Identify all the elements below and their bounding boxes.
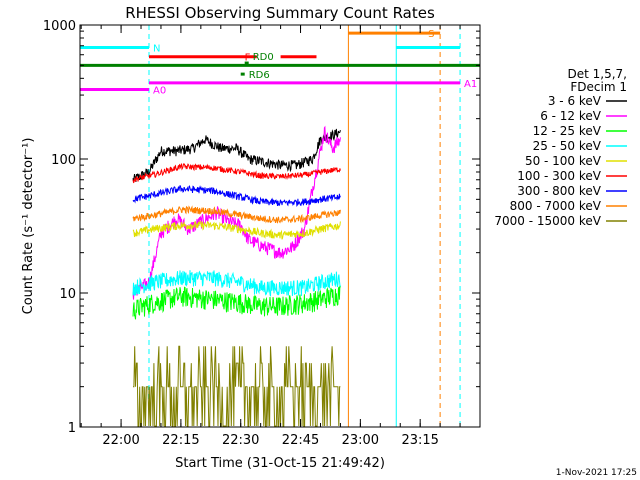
x-tick-label-3: 22:45 (282, 433, 319, 448)
legend-header-line-1: Det 1,5,7, (568, 67, 628, 81)
legend-label-4: 50 - 100 keV (525, 154, 602, 168)
flag-label-S: S (428, 29, 434, 40)
series-line-0 (132, 128, 341, 182)
series-line-5 (132, 163, 341, 184)
legend-label-6: 300 - 800 keV (517, 184, 601, 198)
flag-label-RD6: RD6 (249, 70, 270, 81)
legend-label-2: 12 - 25 keV (533, 124, 602, 138)
plot-area: N S F RD6 RD0 A0 A1 (79, 25, 480, 427)
y-tick-label-0: 1 (68, 421, 76, 436)
x-tick-label-4: 23:00 (342, 433, 379, 448)
axes: 22:00 22:15 22:30 22:45 23:00 23:15 1 10 100 1000 (43, 19, 481, 448)
footer-date: 1-Nov-2021 17:25 (556, 468, 637, 478)
series-line-6 (132, 185, 341, 207)
x-tick-label-5: 23:15 (401, 433, 438, 448)
y-axis-label: Count Rate (s⁻¹ detector⁻¹) (21, 138, 36, 315)
x-tick-label-1: 22:15 (162, 433, 199, 448)
flag-label-N: N (153, 43, 160, 54)
series-line-2 (132, 285, 341, 320)
x-tick-label-2: 22:30 (222, 433, 259, 448)
series-line-4 (132, 219, 341, 240)
plot-frame (79, 24, 481, 428)
legend-label-1: 6 - 12 keV (540, 109, 602, 123)
legend-label-0: 3 - 6 keV (548, 94, 602, 108)
series-line-8 (133, 345, 341, 427)
flag-label-A0: A0 (153, 86, 166, 97)
legend-label-7: 800 - 7000 keV (510, 199, 602, 213)
y-tick-label-3: 1000 (43, 19, 76, 34)
series-line-7 (132, 205, 341, 224)
legend-header-line-2: FDecim 1 (570, 80, 627, 94)
flag-label-F: F (245, 53, 251, 64)
x-tick-label-0: 22:00 (102, 433, 139, 448)
legend-label-8: 7000 - 15000 keV (494, 214, 601, 228)
chart-title: RHESSI Observing Summary Count Rates (125, 4, 435, 22)
flag-label-RD0: RD0 (253, 52, 274, 63)
y-tick-label-1: 10 (59, 287, 76, 302)
y-tick-label-2: 100 (51, 153, 76, 168)
series-line-3 (132, 270, 341, 297)
legend-label-3: 25 - 50 keV (533, 139, 602, 153)
legend-label-5: 100 - 300 keV (517, 169, 601, 183)
flag-label-A1: A1 (464, 79, 477, 90)
x-axis-label: Start Time (31-Oct-15 21:49:42) (175, 456, 385, 471)
